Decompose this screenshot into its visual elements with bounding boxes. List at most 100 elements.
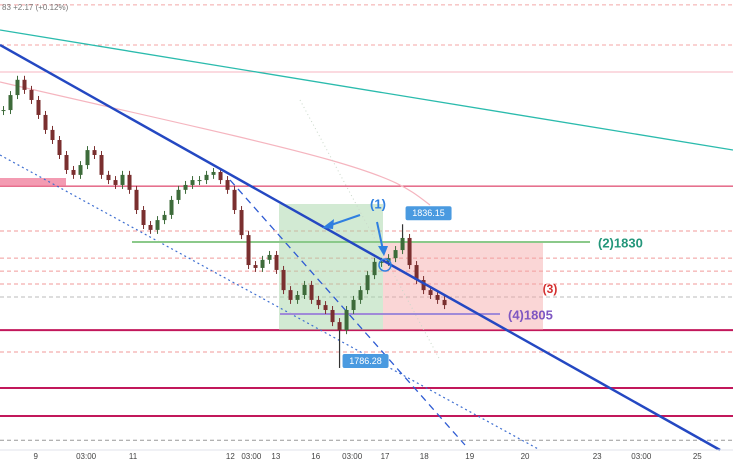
x-tick-label: 03:00 bbox=[241, 452, 262, 461]
targets: (2)1830 (4)1805 bbox=[132, 235, 643, 322]
target-label: (2)1830 bbox=[598, 235, 643, 250]
candle bbox=[113, 180, 118, 185]
candle bbox=[379, 261, 384, 263]
candle bbox=[134, 189, 139, 211]
candle bbox=[351, 299, 356, 310]
candle bbox=[344, 309, 349, 331]
candle bbox=[36, 99, 41, 115]
candle bbox=[106, 174, 111, 181]
header: 83 +2.17 (+0.12%) bbox=[2, 3, 69, 12]
candle bbox=[148, 225, 153, 230]
candle bbox=[323, 305, 328, 310]
candle bbox=[64, 154, 69, 170]
candle bbox=[253, 265, 258, 268]
candle bbox=[393, 250, 398, 259]
candle bbox=[183, 184, 188, 190]
candle bbox=[99, 154, 104, 175]
arrow-head bbox=[378, 246, 388, 256]
x-tick-label: 23 bbox=[593, 452, 602, 461]
candle bbox=[8, 95, 13, 111]
candle bbox=[365, 275, 370, 291]
annotations: 1836.15 1786.28 bbox=[338, 206, 452, 368]
trend-line bbox=[0, 29, 733, 151]
candle bbox=[337, 322, 342, 331]
candle bbox=[309, 284, 314, 300]
candle bbox=[15, 79, 20, 96]
price-label: 1786.28 bbox=[349, 356, 382, 366]
candle bbox=[246, 235, 251, 266]
x-tick-label: 03:00 bbox=[76, 452, 97, 461]
x-tick-label: 03:00 bbox=[342, 452, 363, 461]
candle bbox=[71, 169, 76, 175]
price-label-box bbox=[405, 206, 452, 221]
candle bbox=[225, 180, 230, 190]
candle bbox=[1, 110, 6, 112]
candle bbox=[169, 199, 174, 215]
candle bbox=[372, 261, 377, 276]
candle bbox=[316, 299, 321, 306]
candle bbox=[120, 174, 125, 185]
candle bbox=[358, 290, 363, 300]
zone bbox=[0, 178, 66, 186]
note: (1) bbox=[370, 196, 386, 211]
candle bbox=[218, 171, 223, 181]
candle bbox=[407, 237, 412, 266]
levels bbox=[0, 4, 733, 441]
price-label: 1836.15 bbox=[412, 208, 445, 218]
candle bbox=[288, 290, 293, 300]
candle bbox=[211, 171, 216, 175]
candle bbox=[197, 180, 202, 182]
candle bbox=[78, 165, 83, 175]
price-label-box bbox=[342, 353, 389, 368]
candle bbox=[29, 89, 34, 100]
candle bbox=[414, 265, 419, 281]
note: (3) bbox=[543, 282, 558, 296]
x-tick-label: 17 bbox=[381, 452, 390, 461]
candle bbox=[267, 254, 272, 260]
candle bbox=[50, 129, 55, 141]
candle bbox=[127, 174, 132, 190]
x-tick-label: 20 bbox=[521, 452, 530, 461]
x-tick-label: 9 bbox=[33, 452, 38, 461]
candle bbox=[330, 309, 335, 323]
candle bbox=[232, 189, 237, 211]
arrow-head bbox=[322, 219, 334, 229]
main-trend-line bbox=[0, 43, 721, 452]
candle bbox=[85, 150, 90, 166]
candle bbox=[421, 280, 426, 291]
candle bbox=[92, 150, 97, 155]
arrow bbox=[376, 221, 384, 251]
candle bbox=[43, 114, 48, 130]
moving-average bbox=[0, 81, 431, 206]
candle bbox=[400, 237, 405, 251]
candle bbox=[176, 189, 181, 200]
x-tick-label: 18 bbox=[420, 452, 429, 461]
x-tick-label: 19 bbox=[465, 452, 474, 461]
candle bbox=[281, 269, 286, 291]
candle bbox=[260, 259, 265, 268]
candle bbox=[22, 79, 27, 90]
candle bbox=[302, 284, 307, 296]
x-axis: 9 03:00 11 12 03:00 13 16 03:00 17 18 19 20 23 03:00 2… bbox=[0, 449, 733, 461]
x-tick-label: 12 bbox=[226, 452, 235, 461]
candle bbox=[428, 290, 433, 296]
x-tick-label: 11 bbox=[129, 452, 138, 461]
x-tick-label: 25 bbox=[693, 452, 702, 461]
x-tick-label: 03:00 bbox=[631, 452, 652, 461]
candle bbox=[239, 210, 244, 236]
target-label: (4)1805 bbox=[508, 307, 553, 322]
candle bbox=[141, 210, 146, 225]
x-tick-label: 16 bbox=[311, 452, 320, 461]
candle bbox=[274, 254, 279, 270]
candle bbox=[162, 214, 167, 221]
candle bbox=[204, 174, 209, 181]
candle bbox=[190, 180, 195, 185]
candle bbox=[442, 299, 447, 306]
x-tick-label: 13 bbox=[271, 452, 280, 461]
candle bbox=[57, 140, 62, 155]
marker bbox=[378, 258, 392, 272]
candles bbox=[1, 75, 447, 335]
candle bbox=[155, 220, 160, 230]
candle bbox=[435, 295, 440, 300]
